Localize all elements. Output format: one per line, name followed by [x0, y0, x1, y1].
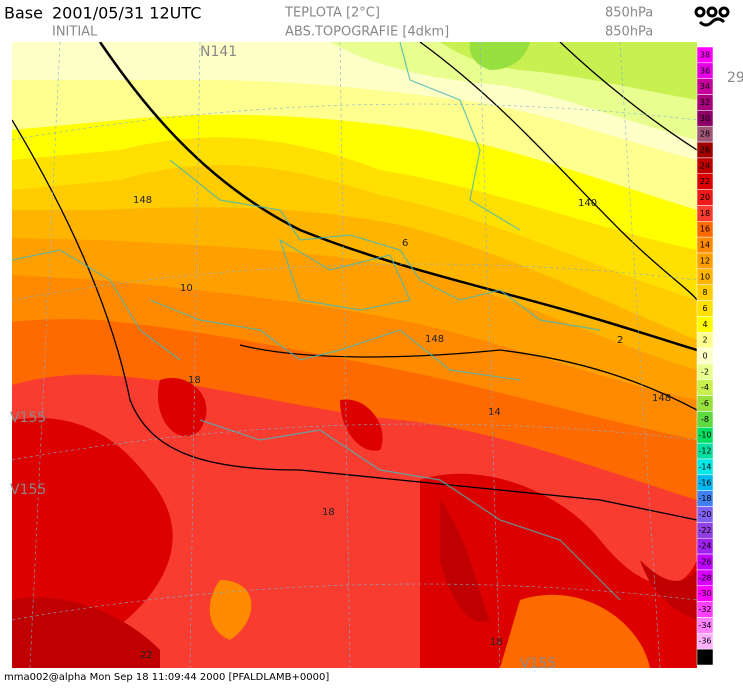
legend-label: 2 [702, 336, 707, 345]
map-label: 140 [578, 198, 597, 209]
legend-label: -38 [698, 653, 711, 662]
legend-label: 26 [700, 146, 710, 155]
legend-label: -2 [701, 367, 709, 376]
legend-label: -36 [698, 637, 711, 646]
legend: 38363432302826242220181614121086420-2-4-… [696, 46, 714, 666]
map-label: 18 [322, 507, 335, 518]
map-label: 10 [180, 283, 193, 294]
datetime: 2001/05/31 12UTC [52, 4, 201, 23]
field2: ABS.TOPOGRAFIE [4dkm] [285, 25, 449, 40]
legend-label: 8 [702, 288, 707, 297]
legend-label: -8 [701, 415, 709, 424]
legend-label: 4 [702, 320, 707, 329]
map-label: V155 [10, 410, 46, 426]
level1: 850hPa [605, 6, 653, 21]
legend-label: -16 [698, 478, 711, 487]
legend-label: 14 [700, 241, 710, 250]
map-label: 148 [133, 195, 152, 206]
legend-label: -34 [698, 621, 711, 630]
run-label: INITIAL [52, 25, 98, 40]
legend-label: 32 [700, 98, 710, 107]
legend-label: 28 [700, 130, 710, 139]
level2: 850hPa [605, 25, 653, 40]
legend-label: 0 [702, 352, 707, 361]
legend-label: -26 [698, 558, 711, 567]
map [12, 42, 697, 668]
map-label: 22 [140, 650, 153, 661]
legend-label: 34 [700, 82, 710, 91]
legend-label: -32 [698, 605, 711, 614]
legend-label: -28 [698, 573, 711, 582]
footer: mma002@alpha Mon Sep 18 11:09:44 2000 [P… [4, 672, 329, 683]
map-label: 148 [425, 334, 444, 345]
legend-label: -20 [698, 510, 711, 519]
legend-label: -30 [698, 589, 711, 598]
legend-label: 30 [700, 114, 710, 123]
map-label: 2 [617, 335, 623, 346]
map-label: 29 [727, 70, 743, 86]
legend-label: -12 [698, 447, 711, 456]
legend-label: 18 [700, 209, 710, 218]
map-label: 148 [652, 393, 671, 404]
legend-label: 6 [702, 304, 707, 313]
map-label: 6 [402, 238, 408, 249]
field1: TEPLOTA [2°C] [284, 6, 380, 21]
map-label: 18 [490, 637, 503, 648]
legend-label: -4 [701, 383, 709, 392]
footer-bar [0, 668, 743, 685]
legend-label: 12 [700, 256, 710, 265]
legend-label: 22 [700, 177, 710, 186]
legend-label: -24 [698, 542, 711, 551]
legend-swatch [696, 648, 714, 666]
legend-label: -18 [698, 494, 711, 503]
base-label: Base [4, 4, 43, 23]
legend-label: -22 [698, 526, 711, 535]
map-label: 14 [488, 407, 501, 418]
logo [694, 6, 730, 27]
legend-label: 20 [700, 193, 710, 202]
map-label: 18 [188, 375, 201, 386]
legend-label: 24 [700, 161, 710, 170]
legend-label: -6 [701, 399, 709, 408]
legend-label: 36 [700, 66, 710, 75]
map-label: V155 [10, 482, 46, 498]
legend-label: 38 [700, 50, 710, 59]
legend-label: -10 [698, 431, 711, 440]
legend-label: -14 [698, 462, 711, 471]
legend-label: 16 [700, 225, 710, 234]
legend-label: 10 [700, 272, 710, 281]
map-label: N141 [200, 44, 237, 60]
